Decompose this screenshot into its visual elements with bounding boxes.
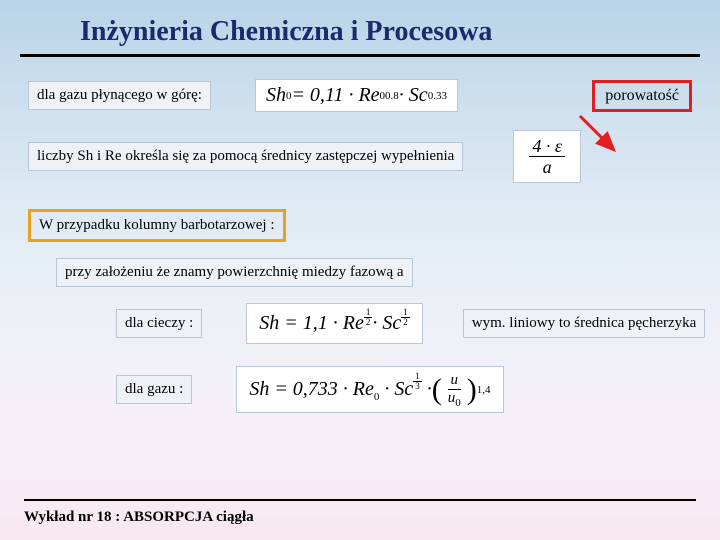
footer-text: Wykład nr 18 : ABSORPCJA ciągła	[24, 509, 696, 526]
footer-rule	[24, 499, 696, 501]
formula-4eps-a: 4 · ε a	[513, 130, 581, 183]
label-gas-up: dla gazu płynącego w górę:	[28, 81, 211, 110]
page-title: Inżynieria Chemiczna i Procesowa	[80, 16, 720, 48]
formula-liquid: Sh = 1,1 · Re12 · Sc12	[246, 303, 422, 344]
label-dimension: wym. liniowy to średnica pęcherzyka	[463, 309, 706, 338]
formula-gas: Sh = 0,733 · Re0 · Sc13 · ( u u0 ) 1,4	[236, 366, 503, 413]
row-bubble-column: W przypadku kolumny barbotarzowej :	[28, 209, 692, 242]
row-liquid: dla cieczy : Sh = 1,1 · Re12 · Sc12 wym.…	[116, 303, 692, 344]
row-gas-up: dla gazu płynącego w górę: Sh0 = 0,11 · …	[28, 79, 692, 112]
label-liquid: dla cieczy :	[116, 309, 202, 338]
formula-sh0: Sh0 = 0,11 · Re00.8 · Sc0.33	[255, 79, 458, 112]
footer: Wykład nr 18 : ABSORPCJA ciągła	[24, 499, 696, 526]
label-sh-re: liczby Sh i Re określa się za pomocą śre…	[28, 142, 463, 171]
content-area: dla gazu płynącego w górę: Sh0 = 0,11 · …	[0, 57, 720, 441]
row-gas: dla gazu : Sh = 0,733 · Re0 · Sc13 · ( u…	[116, 366, 692, 413]
header: Inżynieria Chemiczna i Procesowa	[0, 0, 720, 54]
label-gas: dla gazu :	[116, 375, 192, 404]
porosity-box: porowatość	[592, 80, 692, 112]
row-sh-re: liczby Sh i Re określa się za pomocą śre…	[28, 130, 692, 183]
label-assumption: przy założeniu że znamy powierzchnię mie…	[56, 258, 413, 287]
row-assumption: przy założeniu że znamy powierzchnię mie…	[56, 258, 692, 287]
label-bubble-column: W przypadku kolumny barbotarzowej :	[28, 209, 286, 242]
